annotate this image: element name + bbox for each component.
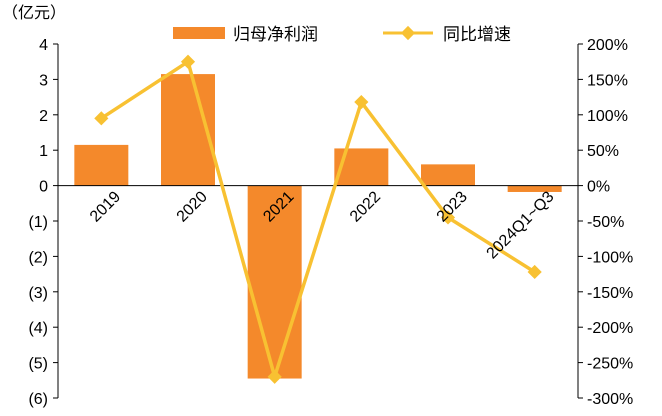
legend-swatch-marker <box>400 25 416 41</box>
bar <box>421 164 475 186</box>
line-point <box>527 264 542 280</box>
left-axis-tick-label: (6) <box>28 391 48 408</box>
category-label: 2024Q1~Q3 <box>484 188 558 262</box>
right-axis-tick-label: 150% <box>587 72 628 89</box>
line-point <box>354 94 369 110</box>
right-axis-tick-label: 0% <box>587 179 610 196</box>
left-axis-tick-label: 3 <box>39 72 48 89</box>
legend-swatch-bar <box>173 27 225 39</box>
category-label: 2019 <box>87 188 124 225</box>
bar <box>507 185 562 192</box>
right-axis-tick-label: -250% <box>587 356 633 373</box>
left-axis-tick-label: (4) <box>28 320 48 337</box>
left-axis-tick-label: (5) <box>28 356 48 373</box>
legend-label-line: 同比增速 <box>443 25 511 44</box>
legend-label-bar: 归母净利润 <box>233 25 318 44</box>
right-axis-tick-label: 50% <box>587 143 619 160</box>
right-axis-tick-label: 100% <box>587 108 628 125</box>
left-axis-tick-label: (2) <box>28 249 48 266</box>
left-axis-tick-label: 0 <box>39 179 48 196</box>
bar <box>247 185 302 379</box>
bar-series <box>74 74 562 379</box>
left-axis: 4 3 2 1 0 (1) (2) (3) (4) (5) (6) <box>28 37 59 408</box>
right-axis-tick-label: 200% <box>587 37 628 54</box>
right-axis-tick-label: -200% <box>587 320 633 337</box>
right-axis-tick-label: -150% <box>587 285 633 302</box>
left-axis-tick-label: 2 <box>39 108 48 125</box>
left-axis-tick-label: 4 <box>39 37 48 54</box>
bar <box>74 144 129 186</box>
right-axis-tick-label: -50% <box>587 214 624 231</box>
left-axis-tick-label: (3) <box>28 285 48 302</box>
right-axis-tick-label: -300% <box>587 391 633 408</box>
left-axis-unit-label: （亿元） <box>2 4 66 22</box>
right-axis-tick-label: -100% <box>587 249 633 266</box>
right-axis: 200% 150% 100% 50% 0% -50% -100% -150% -200% -250… <box>577 37 633 408</box>
line-point <box>440 210 456 225</box>
line-point <box>267 369 282 384</box>
legend: 归母净利润 同比增速 <box>173 25 511 44</box>
left-axis-tick-label: 1 <box>39 143 48 160</box>
category-label: 2022 <box>347 188 384 225</box>
series-line <box>100 59 536 379</box>
left-axis-tick-label: (1) <box>28 214 48 231</box>
category-label: 2020 <box>174 188 211 225</box>
